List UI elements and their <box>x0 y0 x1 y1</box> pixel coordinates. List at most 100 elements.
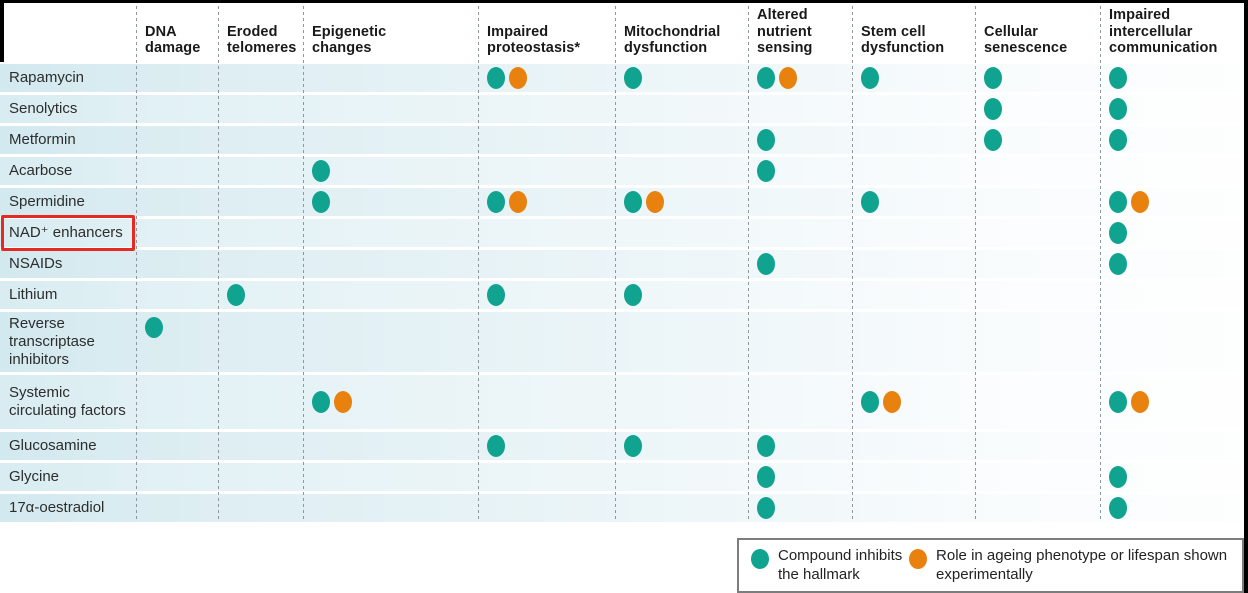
matrix-cell <box>218 157 303 185</box>
matrix-cell <box>136 188 218 216</box>
teal-dot-icon <box>624 435 642 457</box>
matrix-cell <box>748 188 852 216</box>
teal-dot-icon <box>487 284 505 306</box>
teal-dot-icon <box>861 191 879 213</box>
orange-dot-icon <box>779 67 797 89</box>
matrix-cell <box>748 312 852 372</box>
matrix-cell <box>478 281 615 309</box>
teal-dot-icon <box>1109 98 1127 120</box>
matrix-cell <box>303 312 478 372</box>
teal-dot-icon <box>312 391 330 413</box>
orange-dot-icon <box>909 549 928 569</box>
teal-dot-icon <box>1109 253 1127 275</box>
row-label: Systemic circulating factors <box>9 384 126 419</box>
matrix-cell <box>1100 219 1244 247</box>
matrix-cell <box>1100 64 1244 92</box>
matrix-cell <box>748 494 852 522</box>
orange-dot-icon <box>509 67 527 89</box>
row-label: Rapamycin <box>9 69 85 87</box>
dot-group <box>227 284 245 306</box>
teal-dot-icon <box>984 67 1002 89</box>
teal-dot-icon <box>1109 497 1127 519</box>
matrix-cell <box>303 157 478 185</box>
matrix-cell <box>478 375 615 429</box>
matrix-cell <box>1100 494 1244 522</box>
matrix-cell <box>975 494 1100 522</box>
matrix-cell <box>852 126 975 154</box>
dot-group <box>757 497 775 519</box>
dot-group <box>1109 466 1127 488</box>
column-header-6: Altered nutrient sensing <box>757 7 813 56</box>
matrix-cell <box>303 64 478 92</box>
matrix-cell <box>136 375 218 429</box>
matrix-cell <box>975 188 1100 216</box>
matrix-cell <box>478 126 615 154</box>
matrix-cell <box>615 157 748 185</box>
matrix-cell <box>478 432 615 460</box>
dot-group <box>757 129 775 151</box>
table-row: NSAIDs <box>0 250 1244 278</box>
dot-group <box>624 67 642 89</box>
matrix-cell <box>852 250 975 278</box>
dot-group <box>1109 129 1127 151</box>
teal-dot-icon <box>624 191 642 213</box>
legend-item-inhibits: Compound inhibits the hallmark <box>751 547 909 585</box>
teal-dot-icon <box>757 497 775 519</box>
column-header-4: Impaired proteostasis* <box>487 23 581 56</box>
matrix-cell <box>852 463 975 491</box>
orange-dot-icon <box>646 191 664 213</box>
teal-dot-icon <box>984 98 1002 120</box>
dot-group <box>757 160 775 182</box>
matrix-cell <box>218 188 303 216</box>
row-label: NAD⁺ enhancers <box>9 224 123 242</box>
teal-dot-icon <box>1109 391 1127 413</box>
matrix-cell <box>1100 432 1244 460</box>
matrix-cell <box>136 494 218 522</box>
orange-dot-icon <box>509 191 527 213</box>
teal-dot-icon <box>145 317 163 338</box>
column-header-9: Impaired intercellular communication <box>1109 7 1218 56</box>
matrix-cell <box>478 312 615 372</box>
teal-dot-icon <box>624 284 642 306</box>
teal-dot-icon <box>757 253 775 275</box>
dot-group <box>757 67 797 89</box>
matrix-cell <box>1100 157 1244 185</box>
dot-group <box>757 466 775 488</box>
matrix-cell <box>478 250 615 278</box>
table-row: Senolytics <box>0 95 1244 123</box>
matrix-cell <box>748 219 852 247</box>
dot-group <box>861 67 879 89</box>
matrix-cell <box>303 219 478 247</box>
row-label: 17α-oestradiol <box>9 499 105 517</box>
teal-dot-icon <box>861 67 879 89</box>
matrix-cell <box>303 250 478 278</box>
table-row: Systemic circulating factors <box>0 375 1244 429</box>
dot-group <box>312 391 352 413</box>
dot-group <box>1109 253 1127 275</box>
matrix-cell <box>852 95 975 123</box>
dot-group <box>145 317 163 338</box>
matrix-cell <box>975 463 1100 491</box>
teal-dot-icon <box>1109 129 1127 151</box>
table-row: Lithium <box>0 281 1244 309</box>
matrix-cell <box>303 95 478 123</box>
column-header-8: Cellular senescence <box>984 23 1068 56</box>
matrix-cell <box>975 95 1100 123</box>
teal-dot-icon <box>1109 67 1127 89</box>
matrix-cell <box>478 95 615 123</box>
matrix-cell <box>852 312 975 372</box>
dot-group <box>312 160 330 182</box>
table-row: 17α-oestradiol <box>0 494 1244 522</box>
matrix-cell <box>136 157 218 185</box>
row-label: Glycine <box>9 468 60 486</box>
row-label: Senolytics <box>9 100 78 118</box>
teal-dot-icon <box>757 160 775 182</box>
matrix-cell <box>1100 312 1244 372</box>
teal-dot-icon <box>861 391 879 413</box>
table-row: Glycine <box>0 463 1244 491</box>
matrix-cell <box>615 219 748 247</box>
matrix-cell <box>478 157 615 185</box>
matrix-cell <box>1100 188 1244 216</box>
matrix-cell <box>136 250 218 278</box>
